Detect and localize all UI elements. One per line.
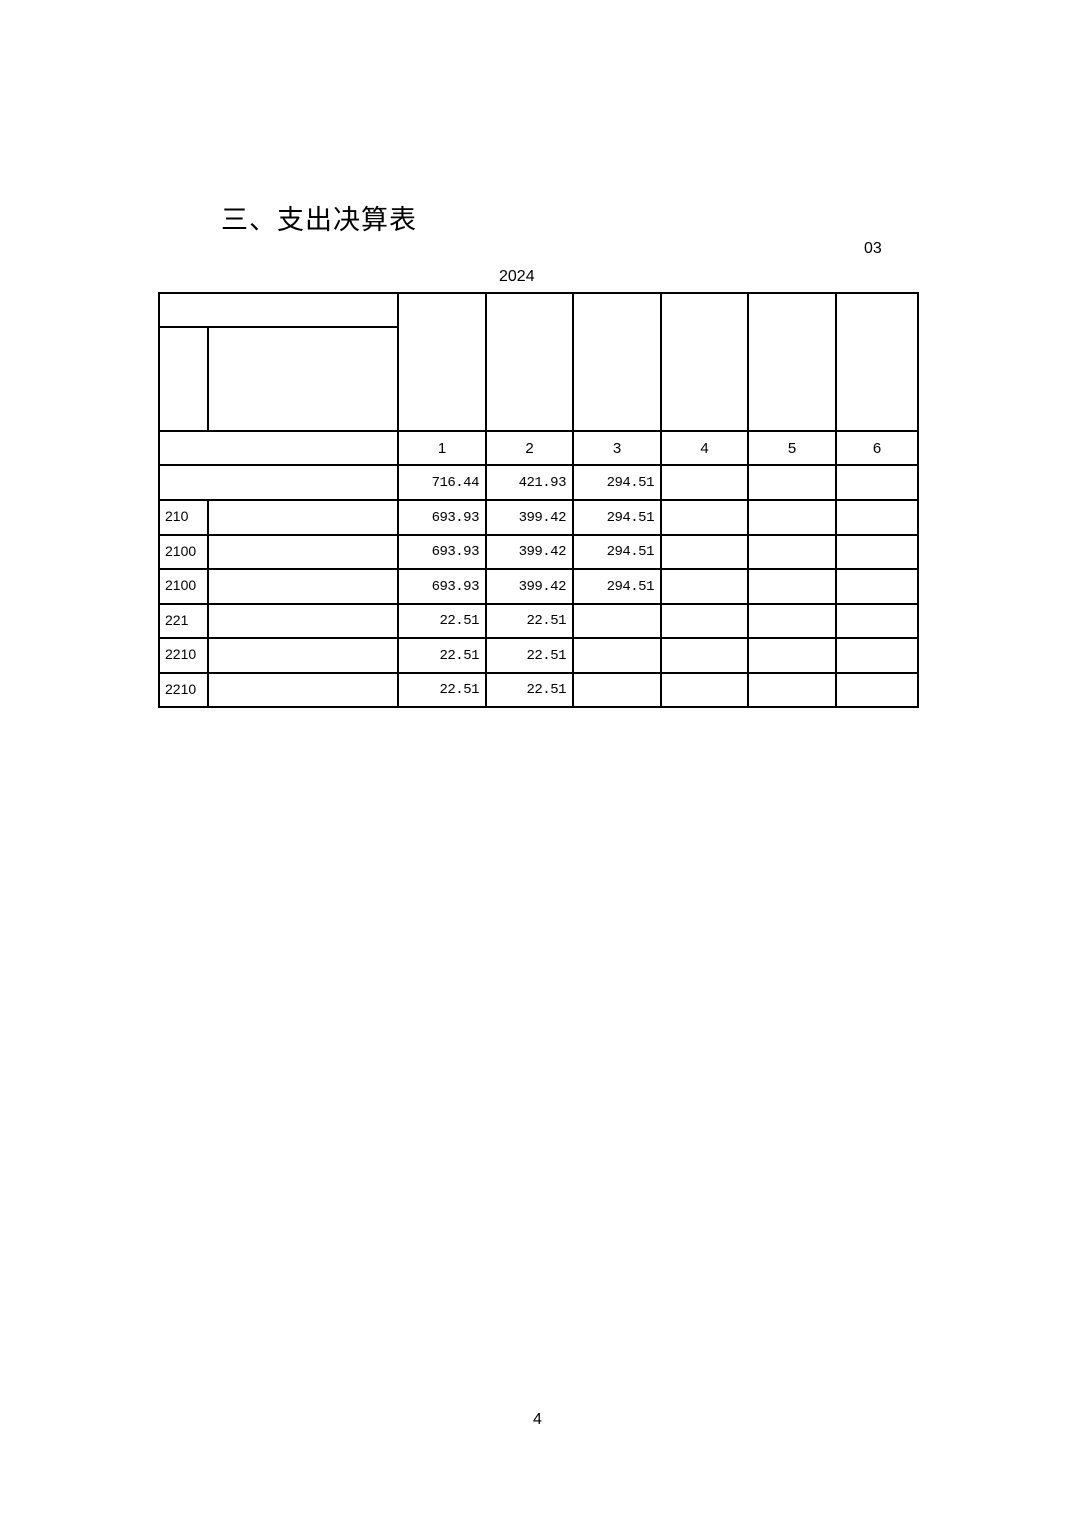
code-cell: 2210: [158, 637, 209, 674]
value-cell: [835, 464, 919, 501]
value-cell: [660, 603, 749, 639]
value-cell: 22.51: [397, 637, 487, 674]
value-cell: [835, 568, 919, 605]
value-cell: [835, 534, 919, 570]
value-cell: 294.51: [572, 568, 662, 605]
value-cell: [835, 499, 919, 536]
expenditure-table: 1 2 3 4 5 6 716.44 421.93 294.51 210 693.…: [158, 292, 919, 708]
header-cell: [485, 292, 574, 432]
value-cell: [660, 534, 749, 570]
value-cell: 22.51: [485, 637, 574, 674]
code-cell: 221: [158, 603, 209, 639]
header-cell: [835, 292, 919, 432]
index-label-cell: [158, 430, 399, 466]
code-cell: 210: [158, 499, 209, 536]
value-cell: [572, 637, 662, 674]
name-cell: [207, 637, 399, 674]
index-row: 1 2 3 4 5 6: [158, 430, 919, 466]
index-cell: 6: [835, 430, 919, 466]
year-label: 2024: [499, 268, 535, 285]
value-cell: [572, 672, 662, 708]
value-cell: [747, 499, 837, 536]
value-cell: [660, 499, 749, 536]
value-cell: 421.93: [485, 464, 574, 501]
value-cell: 693.93: [397, 534, 487, 570]
value-cell: [835, 637, 919, 674]
value-cell: [660, 637, 749, 674]
page-title: 三、支出决算表: [221, 205, 417, 236]
table-row: 210 693.93 399.42 294.51: [158, 499, 919, 536]
value-cell: [747, 637, 837, 674]
value-cell: 294.51: [572, 464, 662, 501]
table-row: 2100 693.93 399.42 294.51: [158, 568, 919, 605]
table-row: 2210 22.51 22.51: [158, 672, 919, 708]
name-cell: [207, 603, 399, 639]
value-cell: 22.51: [485, 603, 574, 639]
table-row: 221 22.51 22.51: [158, 603, 919, 639]
table-row: 2100 693.93 399.42 294.51: [158, 534, 919, 570]
value-cell: 399.42: [485, 499, 574, 536]
index-cell: 3: [572, 430, 662, 466]
page-number: 4: [533, 1411, 542, 1428]
header-cell: [660, 292, 749, 432]
value-cell: 716.44: [397, 464, 487, 501]
value-cell: [747, 672, 837, 708]
name-cell: [207, 534, 399, 570]
unit-label: 03: [864, 240, 882, 257]
value-cell: [572, 603, 662, 639]
value-cell: 294.51: [572, 534, 662, 570]
header-cell: [397, 292, 487, 432]
value-cell: [660, 568, 749, 605]
code-cell: 2210: [158, 672, 209, 708]
index-cell: 5: [747, 430, 837, 466]
name-cell: [207, 499, 399, 536]
value-cell: [835, 672, 919, 708]
value-cell: [660, 464, 749, 501]
header-cell-subject: [158, 292, 399, 328]
name-cell: [207, 568, 399, 605]
value-cell: [747, 603, 837, 639]
value-cell: [747, 534, 837, 570]
code-cell: 2100: [158, 534, 209, 570]
index-cell: 1: [397, 430, 487, 466]
value-cell: 693.93: [397, 499, 487, 536]
header-cell: [572, 292, 662, 432]
header-cell: [747, 292, 837, 432]
total-row: 716.44 421.93 294.51: [158, 464, 919, 501]
value-cell: 399.42: [485, 568, 574, 605]
value-cell: 22.51: [397, 672, 487, 708]
name-cell: [207, 672, 399, 708]
value-cell: [747, 568, 837, 605]
index-cell: 2: [485, 430, 574, 466]
value-cell: [835, 603, 919, 639]
value-cell: [747, 464, 837, 501]
total-label-cell: [158, 464, 399, 501]
header-cell-code: [158, 326, 209, 432]
header-cell-name: [207, 326, 399, 432]
value-cell: 294.51: [572, 499, 662, 536]
value-cell: 693.93: [397, 568, 487, 605]
index-cell: 4: [660, 430, 749, 466]
code-cell: 2100: [158, 568, 209, 605]
value-cell: 22.51: [397, 603, 487, 639]
value-cell: [660, 672, 749, 708]
value-cell: 399.42: [485, 534, 574, 570]
value-cell: 22.51: [485, 672, 574, 708]
header-row: [158, 326, 918, 432]
table-row: 2210 22.51 22.51: [158, 637, 919, 674]
header-row: [158, 292, 919, 432]
